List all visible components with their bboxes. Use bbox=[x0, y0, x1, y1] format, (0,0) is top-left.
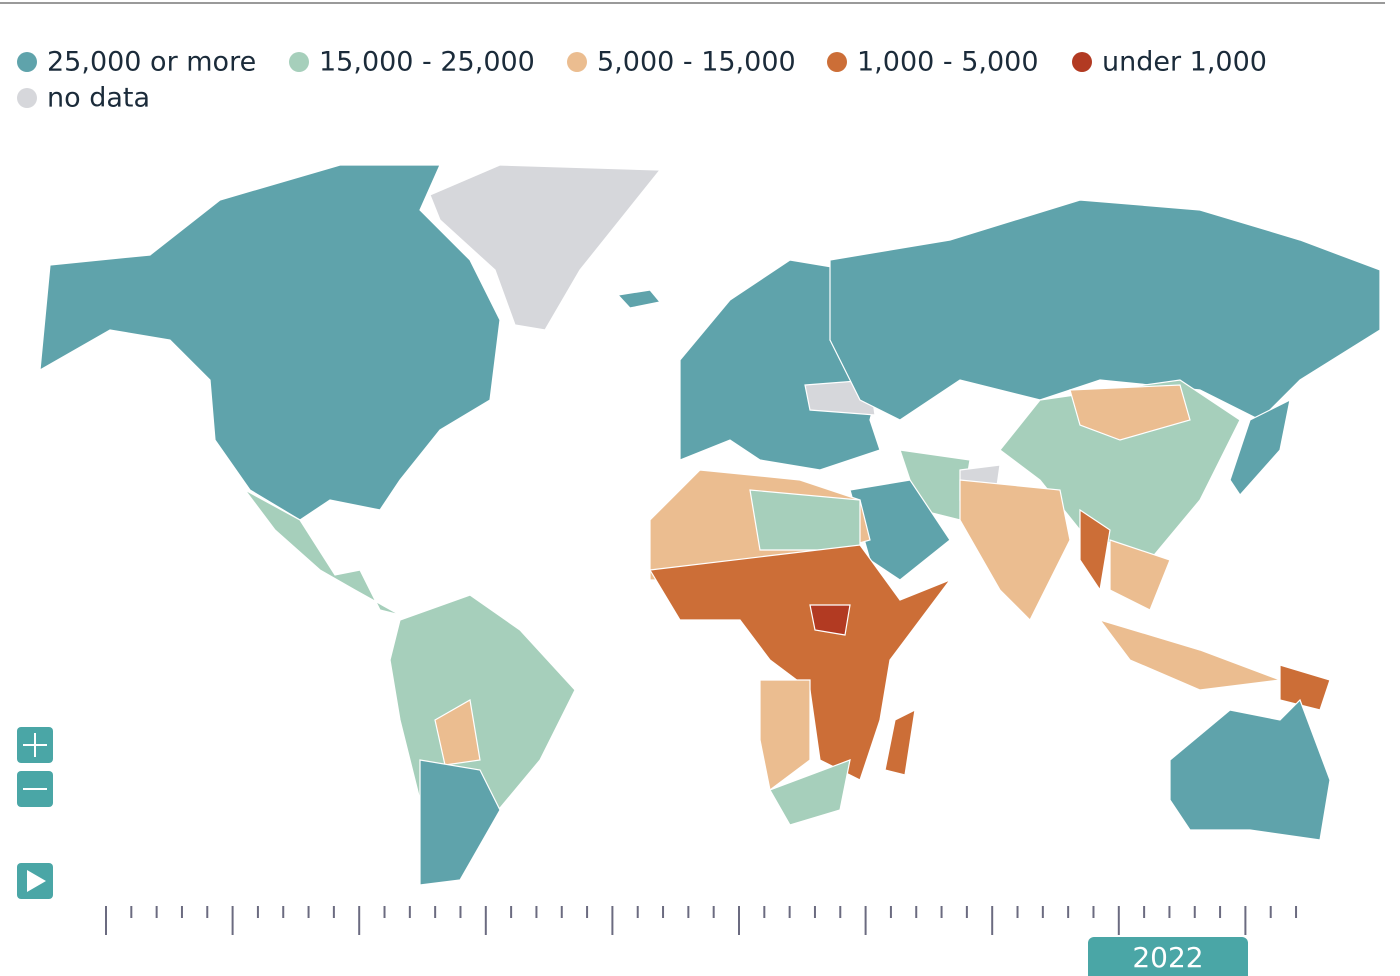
southern-africa bbox=[769, 759, 851, 826]
arabia bbox=[849, 479, 951, 581]
india bbox=[959, 479, 1071, 622]
legend-label: 25,000 or more bbox=[47, 47, 256, 78]
north-america bbox=[39, 164, 501, 521]
legend-label: 1,000 - 5,000 bbox=[857, 47, 1039, 78]
myanmar bbox=[1079, 508, 1111, 592]
world-map bbox=[39, 164, 1381, 886]
iceland bbox=[616, 289, 662, 309]
indonesia bbox=[1098, 618, 1281, 691]
libya-egypt bbox=[749, 489, 861, 551]
legend-label: 15,000 - 25,000 bbox=[319, 47, 535, 78]
legend-label: 5,000 - 15,000 bbox=[597, 47, 796, 78]
southern-cone bbox=[419, 759, 501, 886]
legend-label: no data bbox=[47, 83, 150, 114]
legend-swatch bbox=[567, 52, 587, 72]
sub-saharan-africa bbox=[649, 544, 952, 781]
australia bbox=[1169, 698, 1331, 841]
year-label: 2022 bbox=[1132, 941, 1203, 974]
bolivia bbox=[434, 699, 481, 766]
legend-swatch bbox=[289, 52, 309, 72]
central-america bbox=[244, 489, 401, 616]
play-button[interactable] bbox=[17, 863, 53, 899]
legend: 25,000 or more 15,000 - 25,000 5,000 - 15,… bbox=[17, 47, 1267, 114]
legend-swatch bbox=[17, 52, 37, 72]
zoom-out[interactable] bbox=[17, 771, 53, 807]
angola-region bbox=[759, 679, 811, 792]
greenland bbox=[429, 164, 662, 331]
timeline[interactable] bbox=[105, 906, 1298, 935]
southeast-asia bbox=[1109, 539, 1171, 611]
year-marker[interactable]: 2022 bbox=[1088, 937, 1248, 976]
legend-swatch bbox=[1072, 52, 1092, 72]
russia bbox=[829, 199, 1381, 421]
japan bbox=[1229, 398, 1291, 496]
mongolia bbox=[1069, 384, 1191, 441]
legend-swatch bbox=[17, 88, 37, 108]
madagascar bbox=[884, 708, 916, 776]
papua-new-guinea bbox=[1279, 664, 1331, 711]
south-sudan bbox=[809, 604, 851, 636]
legend-label: under 1,000 bbox=[1102, 47, 1267, 78]
zoom-in[interactable] bbox=[17, 727, 53, 763]
legend-swatch bbox=[827, 52, 847, 72]
